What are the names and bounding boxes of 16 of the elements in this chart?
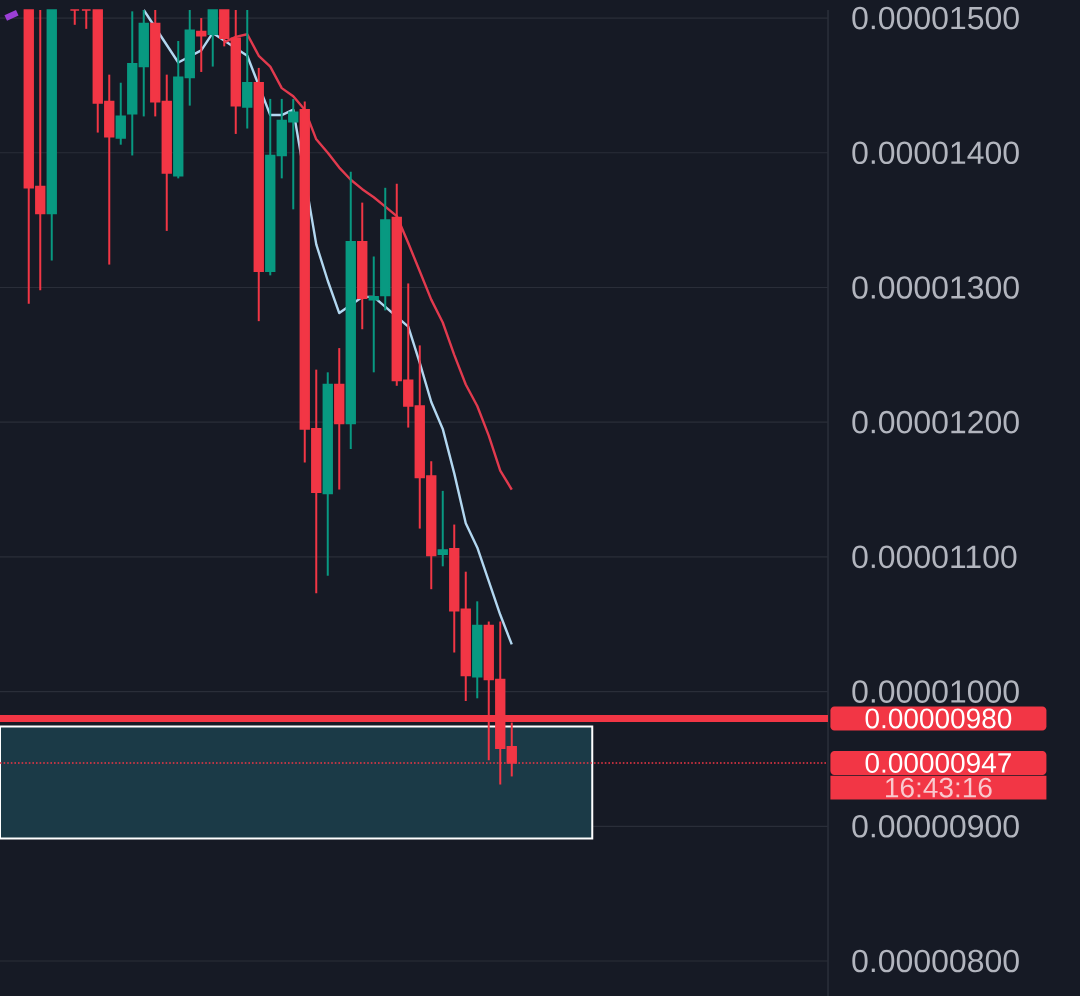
y-tick-label: 0.00001100: [852, 545, 1017, 569]
candlestick: [437, 489, 448, 568]
ref-line-label: 0.00000980: [865, 708, 1012, 729]
ref-line-label: 0.00000947: [865, 753, 1011, 773]
y-tick-label: 0.00001000: [852, 680, 1019, 703]
text: 16:43:16: [886, 777, 992, 798]
candlestick: [368, 255, 379, 374]
y-tick-label: 0.00001200: [852, 410, 1019, 434]
y-tick-label: 0.00000900: [852, 814, 1019, 838]
y-tick-label: 0.00001400: [852, 141, 1019, 165]
y-tick-label: 0.00000800: [852, 949, 1019, 973]
y-tick-label: 0.00001300: [852, 276, 1019, 299]
candlestick: [115, 81, 126, 146]
y-tick-label: 0.00001500: [852, 6, 1019, 30]
line-series: [142, 8, 513, 646]
line-series: [223, 33, 513, 491]
